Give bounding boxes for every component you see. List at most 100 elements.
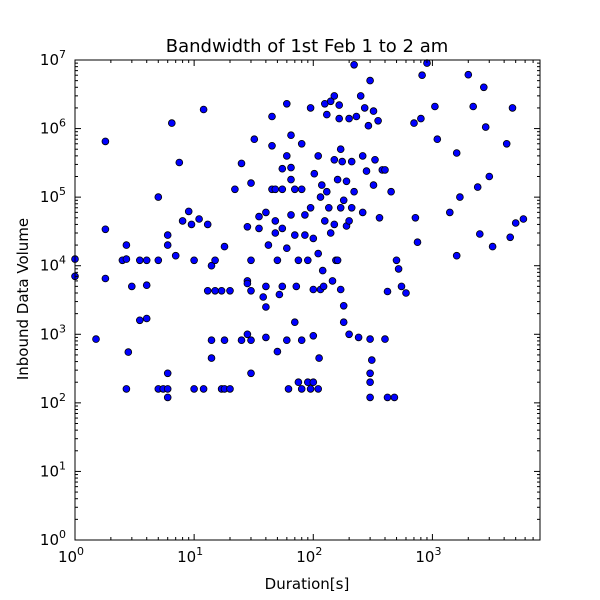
scatter-point <box>297 140 306 148</box>
scatter-point <box>247 336 255 345</box>
scatter-point <box>335 101 344 109</box>
scatter-point <box>207 336 216 345</box>
scatter-point <box>326 229 335 237</box>
scatter-point <box>273 256 282 265</box>
scatter-point <box>319 282 328 291</box>
scatter-point <box>475 230 484 238</box>
scatter-point <box>397 282 406 291</box>
scatter-point <box>309 285 318 294</box>
scatter-point <box>502 140 511 148</box>
scatter-point <box>262 303 270 311</box>
scatter-point <box>322 110 331 119</box>
scatter-point <box>366 369 374 378</box>
scatter-point <box>231 185 239 194</box>
scatter-point <box>211 256 219 265</box>
y-tick-exponent: 5 <box>59 185 66 198</box>
scatter-point <box>330 92 339 100</box>
scatter-point <box>469 102 478 111</box>
scatter-point <box>262 282 270 291</box>
scatter-point <box>136 316 144 325</box>
y-tick-label: 101 <box>40 459 66 480</box>
scatter-point <box>122 255 131 263</box>
y-tick-exponent: 6 <box>59 117 66 130</box>
scatter-point <box>336 285 345 294</box>
scatter-point <box>336 204 345 212</box>
scatter-point <box>247 179 255 187</box>
scatter-point <box>328 277 337 285</box>
scatter-point <box>199 385 208 393</box>
scatter-point <box>142 256 151 265</box>
scatter-point <box>190 256 198 265</box>
scatter-point <box>226 385 234 393</box>
scatter-point <box>278 224 287 233</box>
scatter-point <box>431 102 439 111</box>
scatter-point <box>294 378 303 387</box>
scatter-point <box>297 385 306 393</box>
scatter-point <box>278 164 287 173</box>
scatter-point <box>309 378 318 387</box>
scatter-point <box>136 256 144 265</box>
scatter-point <box>345 330 353 339</box>
x-tick-base: 10 <box>177 548 196 566</box>
scatter-point <box>243 223 252 231</box>
scatter-point <box>418 71 426 79</box>
scatter-point <box>358 208 367 217</box>
x-tick-exponent: 3 <box>434 545 441 558</box>
x-tick-exponent: 0 <box>77 545 84 558</box>
scatter-point <box>154 193 163 201</box>
scatter-point <box>190 385 198 393</box>
plot-frame <box>74 59 541 541</box>
scatter-point <box>243 330 252 339</box>
scatter-point <box>287 175 295 184</box>
scatter-point <box>187 220 196 229</box>
scatter-point <box>262 333 270 342</box>
y-tick-base: 10 <box>40 325 59 343</box>
scatter-point <box>271 229 280 237</box>
scatter-point <box>411 214 420 222</box>
scatter-point <box>402 289 410 297</box>
scatter-point <box>271 185 280 194</box>
scatter-point <box>284 385 293 393</box>
scatter-point <box>92 335 100 343</box>
y-tick-label: 106 <box>40 117 66 138</box>
scatter-point <box>255 212 263 221</box>
scatter-point <box>366 335 374 343</box>
y-tick-base: 10 <box>40 51 59 69</box>
y-tick-base: 10 <box>40 462 59 480</box>
scatter-point <box>473 183 482 191</box>
scatter-point <box>315 354 323 362</box>
scatter-point <box>124 348 133 356</box>
scatter-point <box>347 157 356 166</box>
scatter-point <box>339 196 348 205</box>
scatter-point <box>452 251 461 260</box>
scatter-point <box>326 97 335 106</box>
scatter-point <box>333 175 342 184</box>
scatter-point <box>330 156 339 164</box>
scatter-point <box>339 318 348 327</box>
scatter-point <box>410 119 418 127</box>
scatter-point <box>336 145 345 154</box>
y-tick-exponent: 1 <box>59 459 66 472</box>
y-tick-base: 10 <box>40 257 59 275</box>
scatter-point <box>339 301 348 310</box>
scatter-point <box>282 100 291 108</box>
scatter-point <box>220 242 229 251</box>
x-axis-label: Duration[s] <box>265 575 350 593</box>
scatter-point <box>282 336 291 345</box>
x-tick-label: 101 <box>177 545 203 566</box>
scatter-point <box>220 336 229 345</box>
scatter-point <box>350 61 358 69</box>
scatter-point <box>211 286 219 295</box>
scatter-point <box>320 217 329 225</box>
scatter-point <box>481 123 490 131</box>
scatter-point <box>309 331 318 340</box>
y-tick-exponent: 0 <box>59 528 66 541</box>
x-tick-base: 10 <box>296 548 315 566</box>
scatter-point <box>278 185 287 194</box>
scatter-point <box>358 152 367 160</box>
scatter-point <box>255 224 263 233</box>
y-tick-base: 10 <box>40 531 59 549</box>
